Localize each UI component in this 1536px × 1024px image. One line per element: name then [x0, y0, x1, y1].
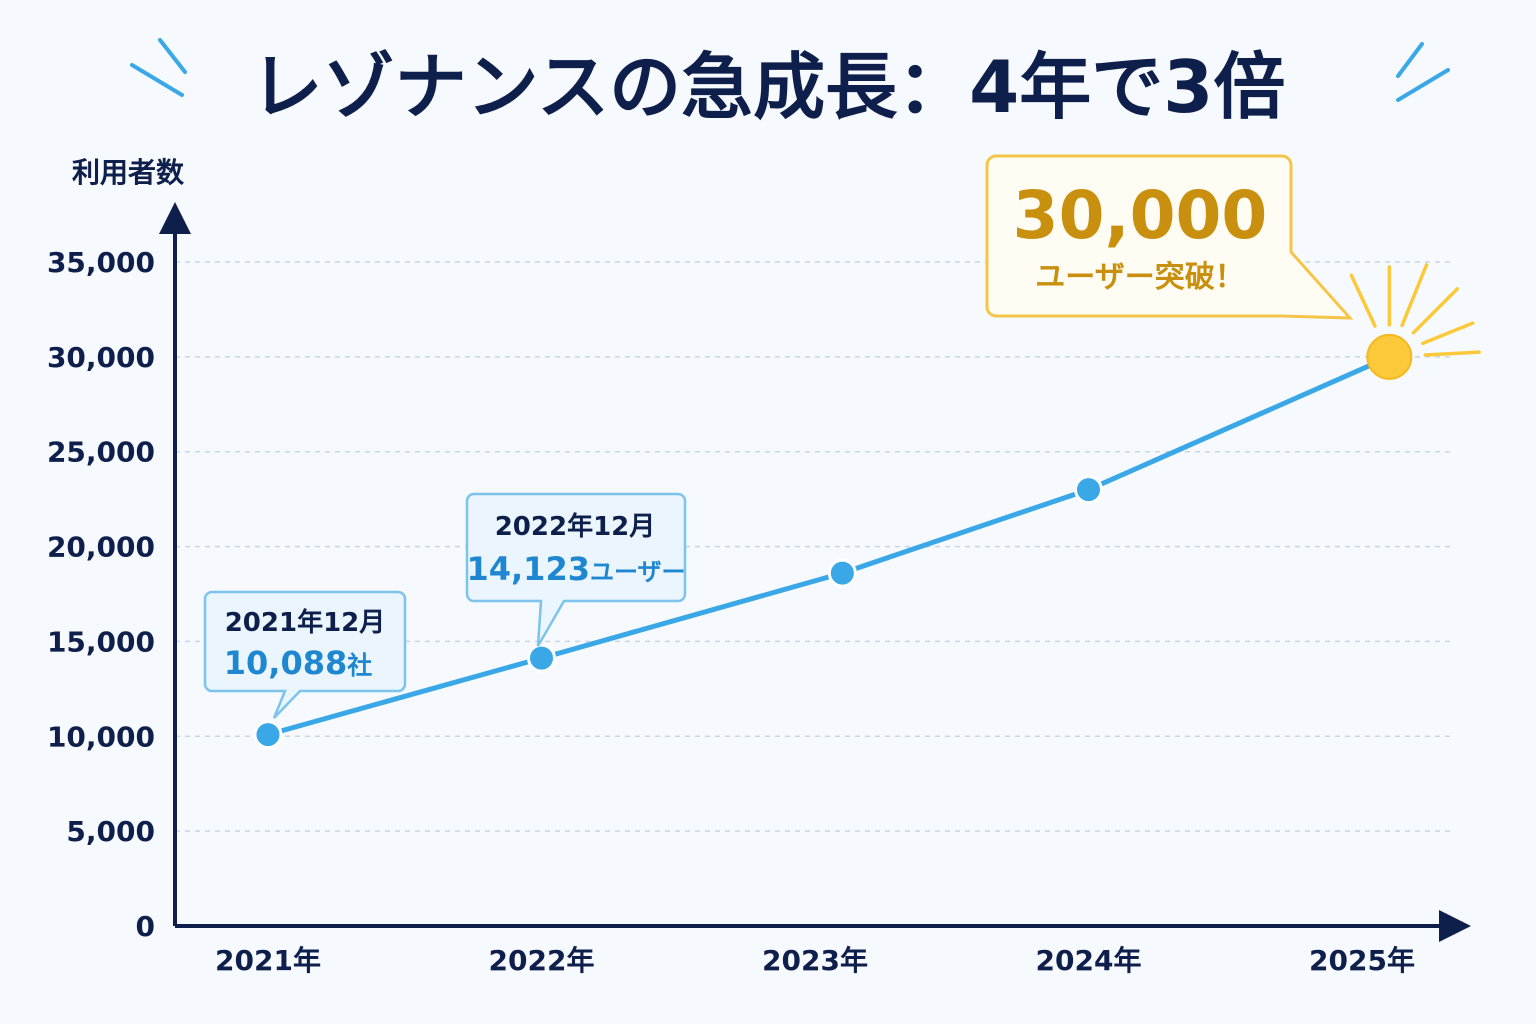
y-tick-label: 25,000 — [47, 436, 155, 469]
y-tick-labels: 0 5,000 10,000 15,000 20,000 25,000 30,000 35,0… — [47, 246, 155, 943]
callout-2021: 2021年12月 10,088社 — [203, 590, 407, 719]
data-point — [1074, 475, 1103, 505]
x-tick-label: 2025年 — [1309, 944, 1415, 977]
data-points — [253, 333, 1413, 750]
data-point-highlight — [1366, 333, 1413, 380]
x-tick-labels: 2021年 2022年 2023年 2024年 2025年 — [215, 944, 1415, 977]
y-tick-label: 10,000 — [47, 720, 155, 753]
callout-2021-date: 2021年12月 — [225, 607, 386, 638]
callout-2021-number: 10,088 — [224, 644, 347, 682]
y-tick-label: 30,000 — [47, 341, 155, 374]
callout-2021-value: 10,088社 — [224, 644, 373, 682]
highlight-rays-icon — [1349, 263, 1481, 357]
ray — [1423, 350, 1481, 357]
data-point — [827, 558, 857, 588]
highlight-value: 30,000 — [1013, 177, 1268, 254]
callout-2022-unit: ユーザー — [590, 558, 686, 586]
callout-2021-unit: 社 — [347, 651, 372, 680]
ray — [1420, 321, 1475, 346]
x-tick-label: 2024年 — [1036, 944, 1142, 977]
callout-2022-number: 14,123 — [466, 550, 589, 588]
y-tick-label: 35,000 — [47, 246, 155, 279]
title-sparkle-right-icon — [1396, 42, 1450, 102]
ray — [1349, 273, 1377, 328]
gridlines — [175, 261, 1455, 832]
callout-2022: 2022年12月 14,123ユーザー — [465, 492, 687, 647]
ray — [1400, 263, 1429, 328]
y-tick-label: 20,000 — [47, 531, 155, 564]
data-point — [527, 643, 556, 673]
x-tick-label: 2022年 — [489, 944, 595, 977]
ray — [1411, 287, 1460, 335]
y-axis-label: 利用者数 — [72, 156, 185, 189]
callout-2022-date: 2022年12月 — [495, 511, 656, 542]
y-tick-label: 0 — [136, 910, 155, 943]
y-tick-label: 5,000 — [66, 815, 155, 848]
title-sparkle-left-icon — [130, 38, 187, 97]
highlight-text: ユーザー突破！ — [1035, 260, 1244, 295]
callout-2022-value: 14,123ユーザー — [466, 550, 685, 588]
series-line — [267, 354, 1391, 738]
x-tick-label: 2023年 — [762, 944, 868, 977]
chart-title: レゾナンスの急成長：4年で3倍 — [251, 45, 1286, 129]
x-tick-label: 2021年 — [215, 944, 321, 977]
y-tick-label: 15,000 — [47, 625, 155, 658]
data-point — [253, 720, 283, 750]
highlight-callout: 30,000 ユーザー突破！ — [985, 154, 1354, 320]
